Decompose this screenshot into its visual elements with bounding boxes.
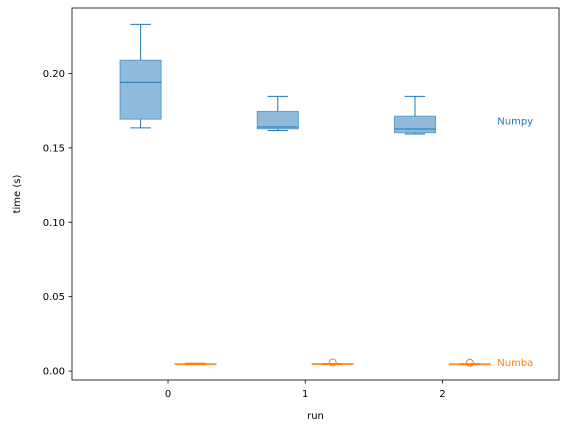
y-axis-label: time (s) <box>12 175 23 214</box>
y-tick-label: 0.00 <box>43 367 65 378</box>
y-tick-label: 0.05 <box>43 292 65 303</box>
axes-frame <box>71 7 560 381</box>
numpy-box <box>119 59 162 120</box>
axes <box>71 7 560 381</box>
box-marks: Numpy Numba <box>119 23 533 369</box>
numpy-series-label: Numpy <box>497 117 533 128</box>
numba-outlier <box>465 358 474 367</box>
x-tick-label: 1 <box>302 389 308 400</box>
y-tick-label: 0.10 <box>43 218 65 229</box>
x-tick-label: 2 <box>439 389 445 400</box>
x-axis-label: run <box>307 411 324 422</box>
y-tick-label: 0.15 <box>43 143 65 154</box>
y-axis-ticks: 0.00 0.05 0.10 0.15 0.20 <box>43 69 72 378</box>
y-tick-label: 0.20 <box>43 69 65 80</box>
numpy-box <box>393 115 437 134</box>
numpy-box <box>256 110 299 130</box>
numba-series-label: Numba <box>497 358 533 369</box>
numba-outlier <box>328 358 337 367</box>
x-tick-label: 0 <box>165 389 171 400</box>
x-axis-ticks: 0 1 2 <box>165 380 446 400</box>
